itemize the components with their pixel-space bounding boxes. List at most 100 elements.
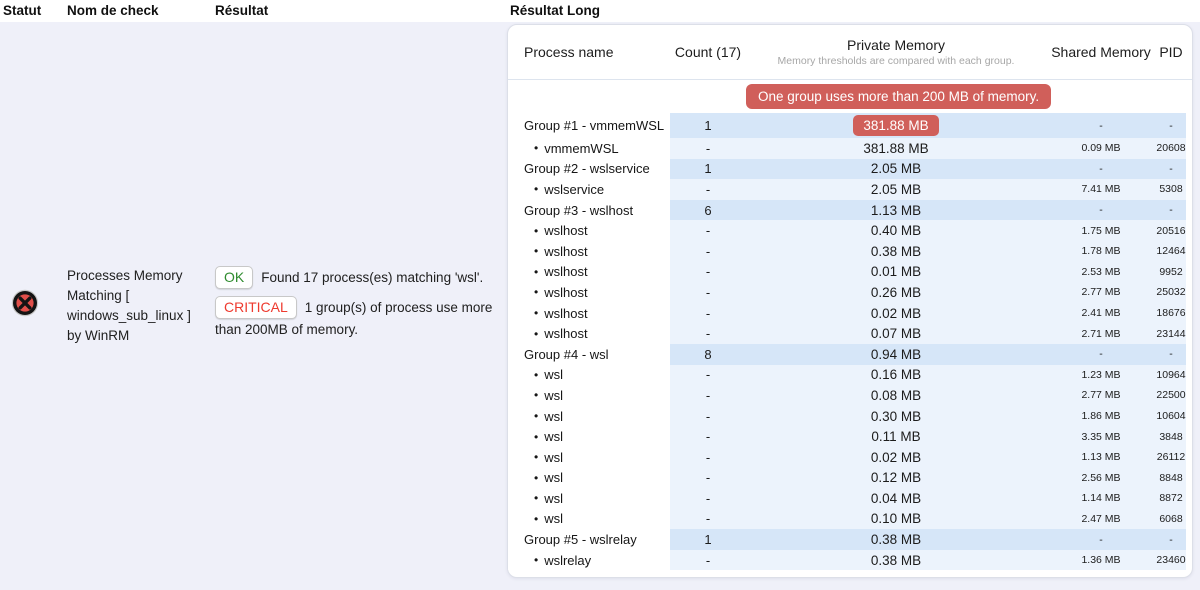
cell-count: - [705, 449, 711, 465]
row-band: - 0.02 MB 1.13 MB 26112 [670, 446, 1186, 468]
cell-private-memory: 0.02 MB [870, 449, 922, 465]
bullet-icon: • [534, 326, 539, 341]
row-band: - 0.11 MB 3.35 MB 3848 [670, 426, 1186, 447]
cell-private-memory: 2.05 MB [870, 161, 922, 177]
cell-private-memory: 0.11 MB [871, 429, 921, 445]
cell-process-name: • wsl [508, 508, 670, 530]
cell-process-name: • vmmemWSL [508, 138, 670, 159]
cell-count: 6 [704, 202, 712, 218]
row-band: - 0.01 MB 2.53 MB 9952 [670, 261, 1186, 283]
cell-private-memory: 0.40 MB [870, 223, 922, 239]
cell-private-memory: 0.02 MB [870, 305, 922, 321]
cell-process-name: • wsl [508, 385, 670, 406]
cell-count: 1 [704, 118, 712, 133]
memory-alert-row: One group uses more than 200 MB of memor… [508, 80, 1192, 113]
table-row: • wslhost - 0.40 MB 1.75 MB 20516 [508, 220, 1192, 241]
cell-count: - [705, 181, 711, 197]
cell-private-memory: 0.01 MB [870, 264, 922, 280]
cell-private-memory: 0.04 MB [870, 490, 922, 506]
row-band: - 0.04 MB 1.14 MB 8872 [670, 488, 1186, 509]
cell-process-name: • wslhost [508, 261, 670, 283]
cell-pid: 22500 [1156, 389, 1186, 402]
cell-process-name: • wslrelay [508, 549, 670, 571]
column-header-nom-de-check[interactable]: Nom de check [67, 3, 159, 18]
cell-shared-memory: 3.35 MB [1081, 430, 1121, 443]
cell-private-memory: 0.94 MB [870, 346, 922, 362]
bullet-icon: • [534, 285, 539, 300]
bullet-icon: • [534, 450, 539, 465]
bullet-icon: • [534, 264, 539, 279]
row-band: 1 0.38 MB - - [670, 529, 1186, 550]
cell-pid: 3848 [1159, 430, 1183, 443]
cell-count: - [705, 490, 711, 506]
table-row: • wslhost - 0.26 MB 2.77 MB 25032 [508, 282, 1192, 303]
bullet-icon: • [534, 409, 539, 424]
table-row: • wslservice - 2.05 MB 7.41 MB 5308 [508, 179, 1192, 200]
cell-process-name: • wslhost [508, 302, 670, 324]
table-row: • wsl - 0.08 MB 2.77 MB 22500 [508, 385, 1192, 406]
table-row: • wsl - 0.30 MB 1.86 MB 10604 [508, 405, 1192, 427]
cell-pid: 12464 [1156, 245, 1186, 258]
cell-count: - [705, 552, 711, 568]
header-private-memory: Private Memory Memory thresholds are com… [746, 37, 1046, 67]
cell-pid: - [1169, 348, 1173, 361]
cell-shared-memory: 0.09 MB [1081, 142, 1121, 155]
cell-shared-memory: 2.53 MB [1081, 265, 1121, 278]
cell-process-name: • wsl [508, 364, 670, 386]
table-row: • wslhost - 0.07 MB 2.71 MB 23144 [508, 323, 1192, 344]
row-band: - 0.12 MB 2.56 MB 8848 [670, 467, 1186, 489]
cell-private-memory: 0.26 MB [870, 284, 922, 300]
column-header-resultat-long[interactable]: Résultat Long [510, 3, 600, 18]
cell-count: - [705, 511, 711, 527]
cell-pid: - [1169, 533, 1173, 546]
cell-count: 1 [704, 161, 712, 177]
cell-count: 8 [704, 346, 712, 362]
cell-count: - [705, 264, 711, 280]
check-name[interactable]: Processes Memory Matching [ windows_sub_… [67, 268, 191, 343]
cell-shared-memory: 2.77 MB [1081, 389, 1121, 402]
cell-pid: 25032 [1156, 286, 1186, 299]
row-band: - 0.08 MB 2.77 MB 22500 [670, 385, 1186, 406]
cell-private-memory: 1.13 MB [870, 202, 922, 218]
column-header-statut[interactable]: Statut [3, 3, 42, 18]
bullet-icon: • [534, 244, 539, 259]
bullet-icon: • [534, 141, 539, 156]
bullet-icon: • [534, 388, 539, 403]
column-header-resultat[interactable]: Résultat [215, 3, 269, 18]
table-row: • wsl - 0.04 MB 1.14 MB 8872 [508, 488, 1192, 509]
row-band: - 0.38 MB 1.78 MB 12464 [670, 240, 1186, 262]
cell-shared-memory: 2.47 MB [1081, 512, 1121, 525]
cell-private-memory: 381.88 MB [863, 140, 929, 156]
memory-alert-badge: One group uses more than 200 MB of memor… [746, 84, 1052, 109]
process-table-header: Process name Count (17) Private Memory M… [508, 25, 1192, 80]
cell-shared-memory: - [1099, 119, 1103, 132]
critical-status-icon [11, 289, 39, 317]
result-line-ok: OK Found 17 process(es) matching 'wsl'. [215, 266, 495, 289]
table-row: • vmmemWSL - 381.88 MB 0.09 MB 20608 [508, 138, 1192, 159]
table-row: • wsl - 0.02 MB 1.13 MB 26112 [508, 446, 1192, 468]
cell-shared-memory: - [1099, 348, 1103, 361]
table-row: • wsl - 0.11 MB 3.35 MB 3848 [508, 426, 1192, 447]
cell-count: - [705, 387, 711, 403]
header-process-name: Process name [524, 44, 614, 60]
bullet-icon: • [534, 306, 539, 321]
cell-count: - [705, 223, 711, 239]
table-row: • wslhost - 0.01 MB 2.53 MB 9952 [508, 261, 1192, 283]
row-band: 1 381.88 MB - - [670, 113, 1186, 138]
cell-shared-memory: 1.75 MB [1081, 224, 1121, 237]
cell-process-name: • wslhost [508, 220, 670, 241]
row-band: - 381.88 MB 0.09 MB 20608 [670, 138, 1186, 159]
cell-private-memory: 0.12 MB [870, 470, 922, 486]
cell-count: - [705, 305, 711, 321]
cell-process-name: • wslservice [508, 179, 670, 200]
row-band: 8 0.94 MB - - [670, 343, 1186, 365]
table-row: • wsl - 0.16 MB 1.23 MB 10964 [508, 364, 1192, 386]
cell-shared-memory: 2.71 MB [1081, 327, 1121, 340]
cell-count: - [705, 367, 711, 383]
row-band: - 2.05 MB 7.41 MB 5308 [670, 179, 1186, 200]
table-row: • wslhost - 0.38 MB 1.78 MB 12464 [508, 240, 1192, 262]
bullet-icon: • [534, 470, 539, 485]
cell-count: - [705, 408, 711, 424]
result-text-ok: Found 17 process(es) matching 'wsl'. [261, 270, 484, 285]
cell-process-name: • wslhost [508, 323, 670, 344]
